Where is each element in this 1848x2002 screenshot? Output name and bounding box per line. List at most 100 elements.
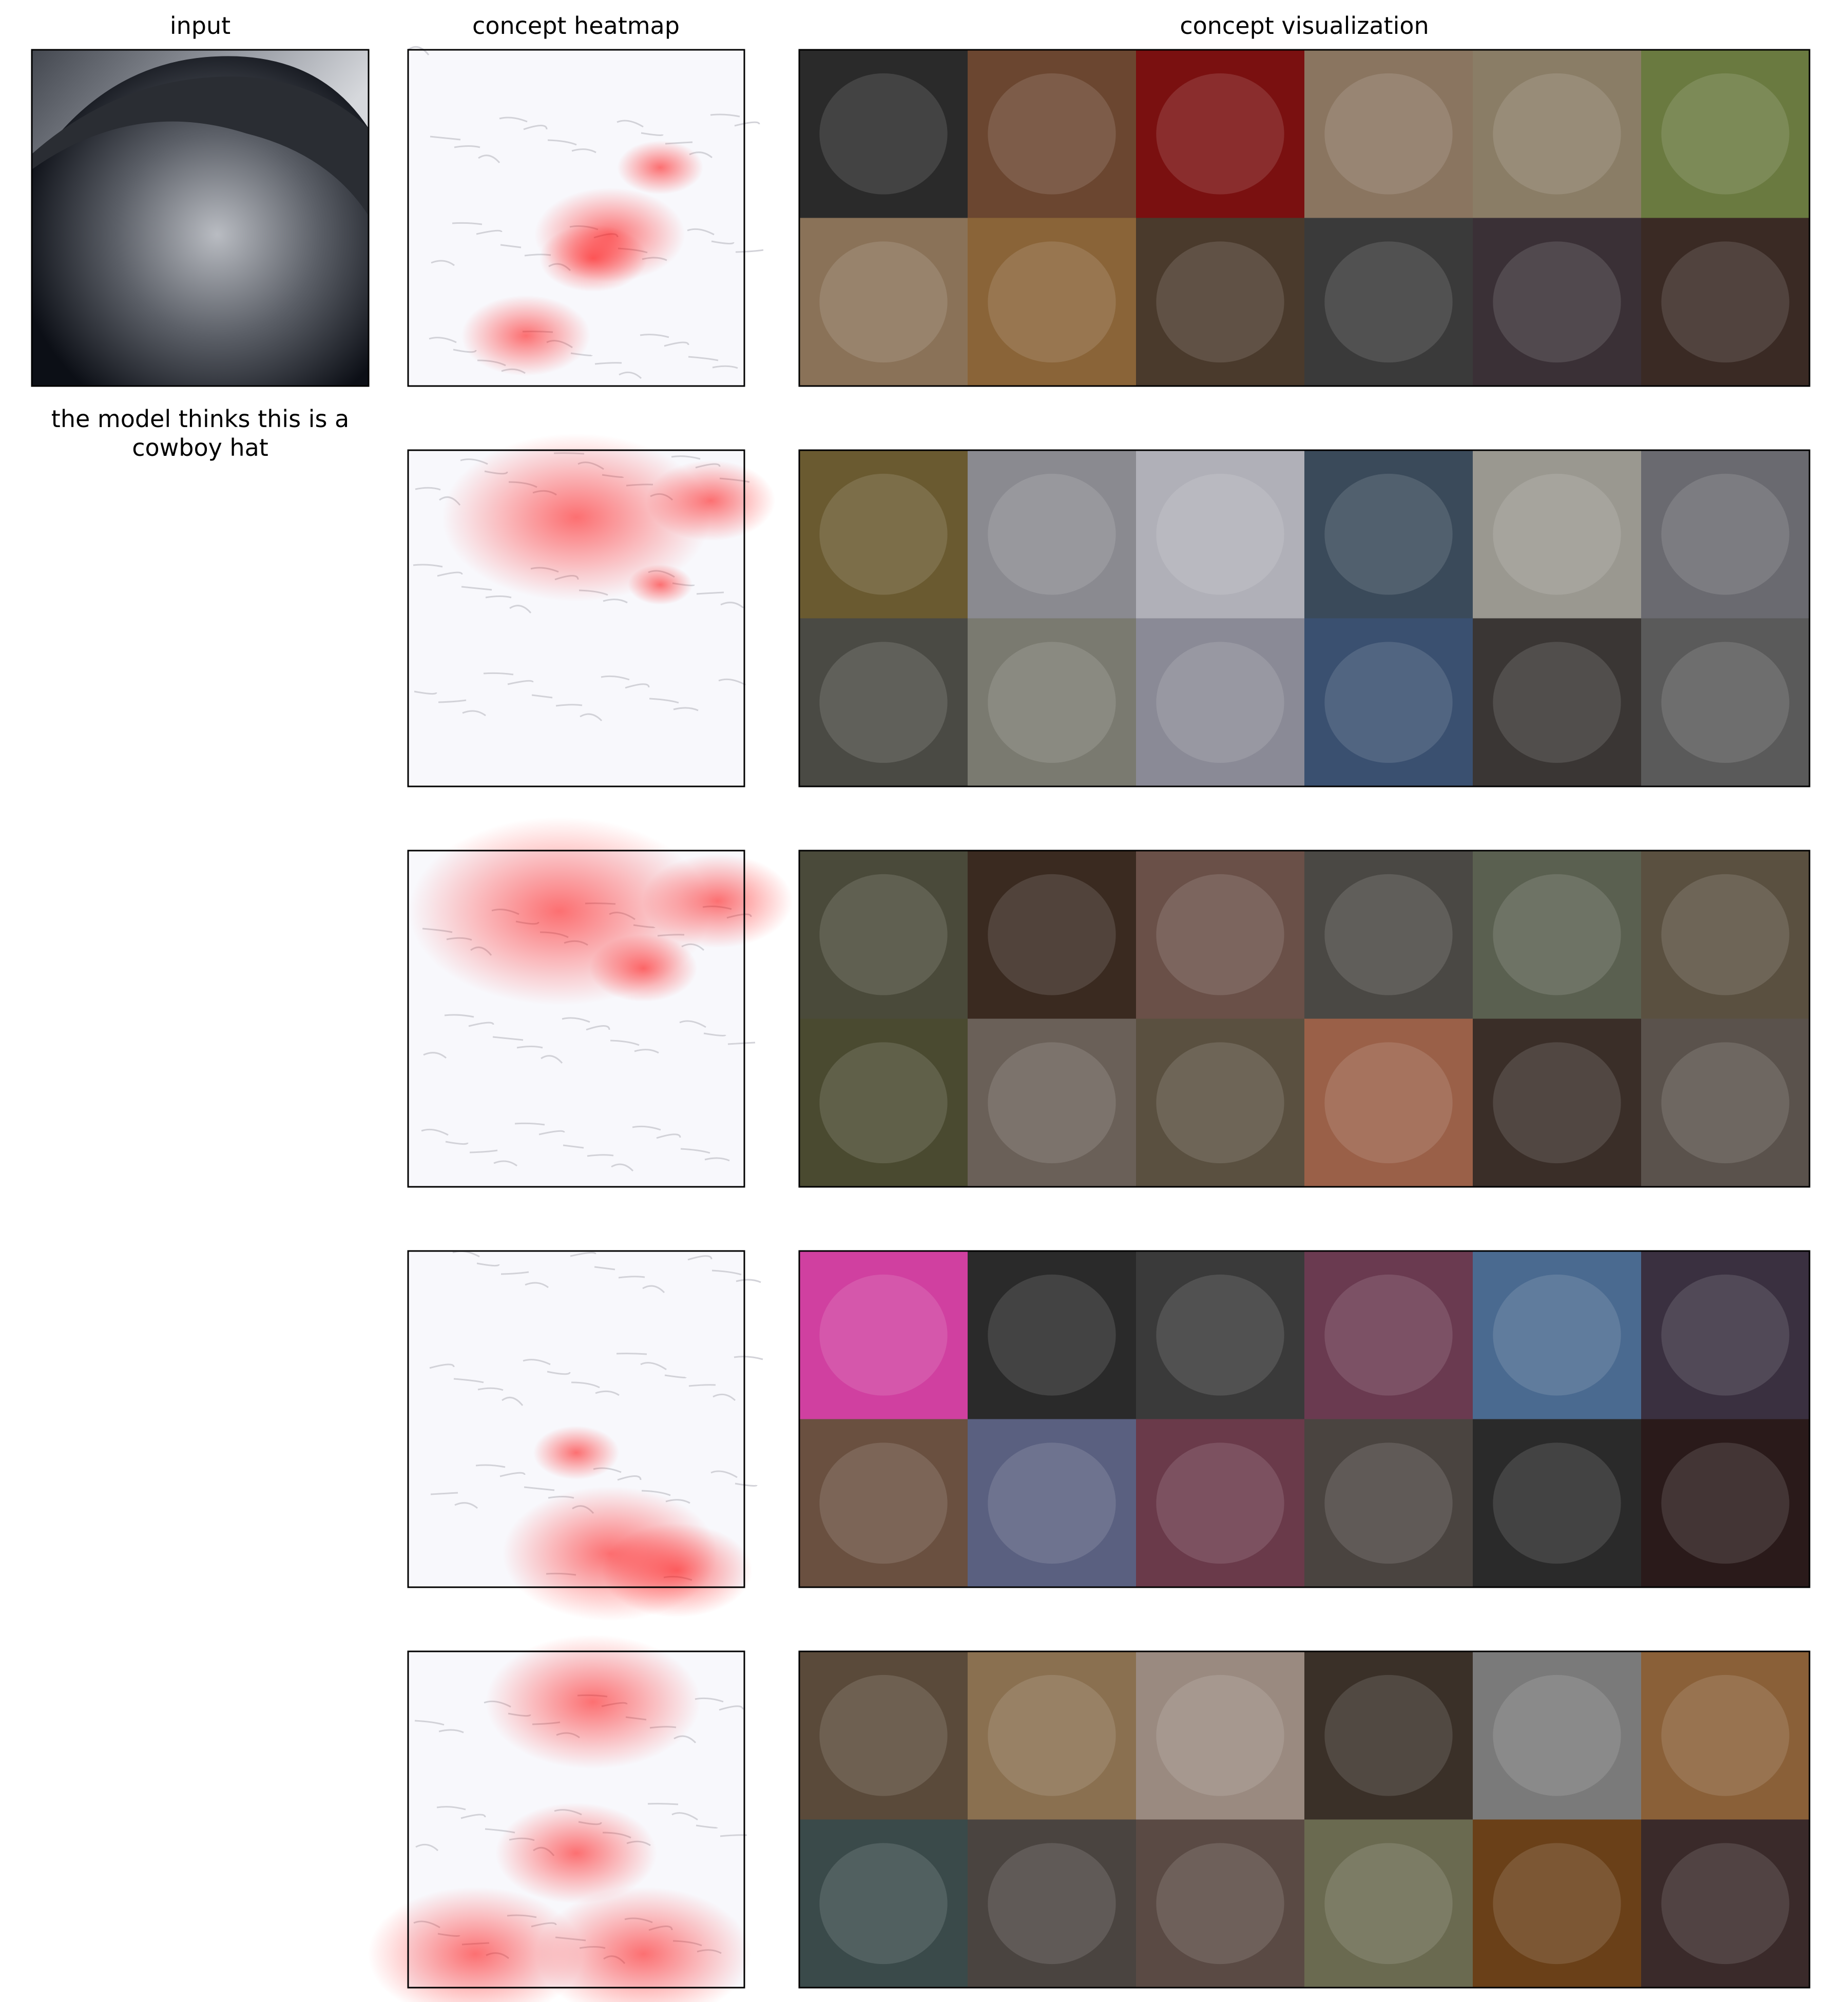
edge-line [570,1252,596,1257]
concept-tile [968,1251,1136,1419]
edge-line [413,564,443,568]
concept-frame [798,49,1811,387]
concept-tile [968,618,1136,786]
concept-highlight [988,473,1116,595]
edge-line [734,121,760,127]
edge-line [509,605,532,613]
concept-highlight [1661,241,1789,363]
heat-spot [461,295,591,376]
concept-highlight [1156,1674,1284,1796]
edge-line [571,148,596,153]
edge-line [720,602,744,609]
edge-line [603,599,628,604]
edge-line [421,1128,449,1136]
column-title: concept visualization [1180,12,1429,40]
edge-line [475,1464,506,1468]
edge-line [736,1279,761,1283]
edge-line [673,707,699,711]
concept-highlight [1493,874,1621,995]
edge-line [493,1160,517,1167]
concept-tile [968,50,1136,218]
concept-highlight [1661,642,1789,763]
edge-line [523,125,548,130]
concept-highlight [988,241,1116,363]
concept-grid [798,850,1811,1188]
concept-highlight [1493,1843,1621,1965]
edge-line [710,113,740,118]
concept-highlight [1324,1442,1453,1564]
edge-line [671,1812,698,1821]
concept-highlight [819,73,948,195]
concept-highlight [988,1843,1116,1965]
edge-line [453,1378,484,1383]
concept-tile [968,1419,1136,1587]
concept-highlight [988,1274,1116,1396]
edge-line [438,699,467,703]
edge-line [595,1390,620,1396]
edge-line [610,1040,640,1046]
concept-tile [968,1651,1136,1820]
edge-line [680,1148,710,1154]
heatmap-frame [407,449,745,787]
concept-highlight [1661,1843,1789,1965]
caption-line: cowboy hat [132,434,268,461]
edge-line [710,1470,738,1478]
concept-tile [1304,1018,1473,1187]
concept-highlight [1156,1274,1284,1396]
concept-frame [798,1650,1811,1989]
edge-line [516,1046,543,1049]
concept-grid [798,49,1811,387]
heatmap [368,1634,752,2002]
edge-line [468,1022,494,1027]
edge-line [632,1125,661,1131]
edge-line [611,1163,634,1172]
concept-tile [1641,218,1810,386]
concept-highlight [819,1843,948,1965]
concept-tile [799,1251,968,1419]
edge-line [619,371,642,379]
heatmap [407,433,776,787]
edge-line [500,244,522,248]
edge-line [562,1017,590,1023]
edge-line [704,1157,730,1162]
concept-frame [798,449,1811,787]
concept-tile [1136,1018,1304,1187]
concept-tile [799,50,968,218]
concept-highlight [1156,241,1284,363]
heatmap-frame [407,49,745,387]
concept-highlight [1661,1274,1789,1396]
concept-tile [1641,851,1810,1019]
concept-tile [1641,50,1810,218]
edge-line [492,1036,524,1041]
edge-line [617,120,644,128]
edge-line [460,1814,486,1819]
concept-tile [1136,1251,1304,1419]
concept-highlight [1156,642,1284,763]
concept-tile [1136,50,1304,218]
edge-line [461,586,492,591]
edge-line [679,1020,706,1028]
edge-line [687,1255,713,1261]
concept-tile [1136,851,1304,1019]
edge-line [423,1052,447,1059]
concept-tile [799,218,968,386]
edge-line [720,1834,747,1837]
edge-line [601,675,630,681]
edge-line [444,1014,474,1018]
concept-tile [799,1018,968,1187]
edge-line [483,672,514,676]
concept-tile [968,1018,1136,1187]
edge-line [438,1729,464,1734]
edge-line [634,1049,659,1054]
edge-line [477,1387,504,1391]
concept-highlight [1493,473,1621,595]
edge-line [711,1269,742,1276]
edge-line [735,249,764,253]
concept-tile [968,1819,1136,1988]
edge-line [547,1371,571,1375]
edge-line [500,1271,529,1275]
edge-line [688,1384,716,1387]
edge-line [727,1042,756,1045]
concept-tile [968,851,1136,1019]
concept-tile [1304,1251,1473,1419]
